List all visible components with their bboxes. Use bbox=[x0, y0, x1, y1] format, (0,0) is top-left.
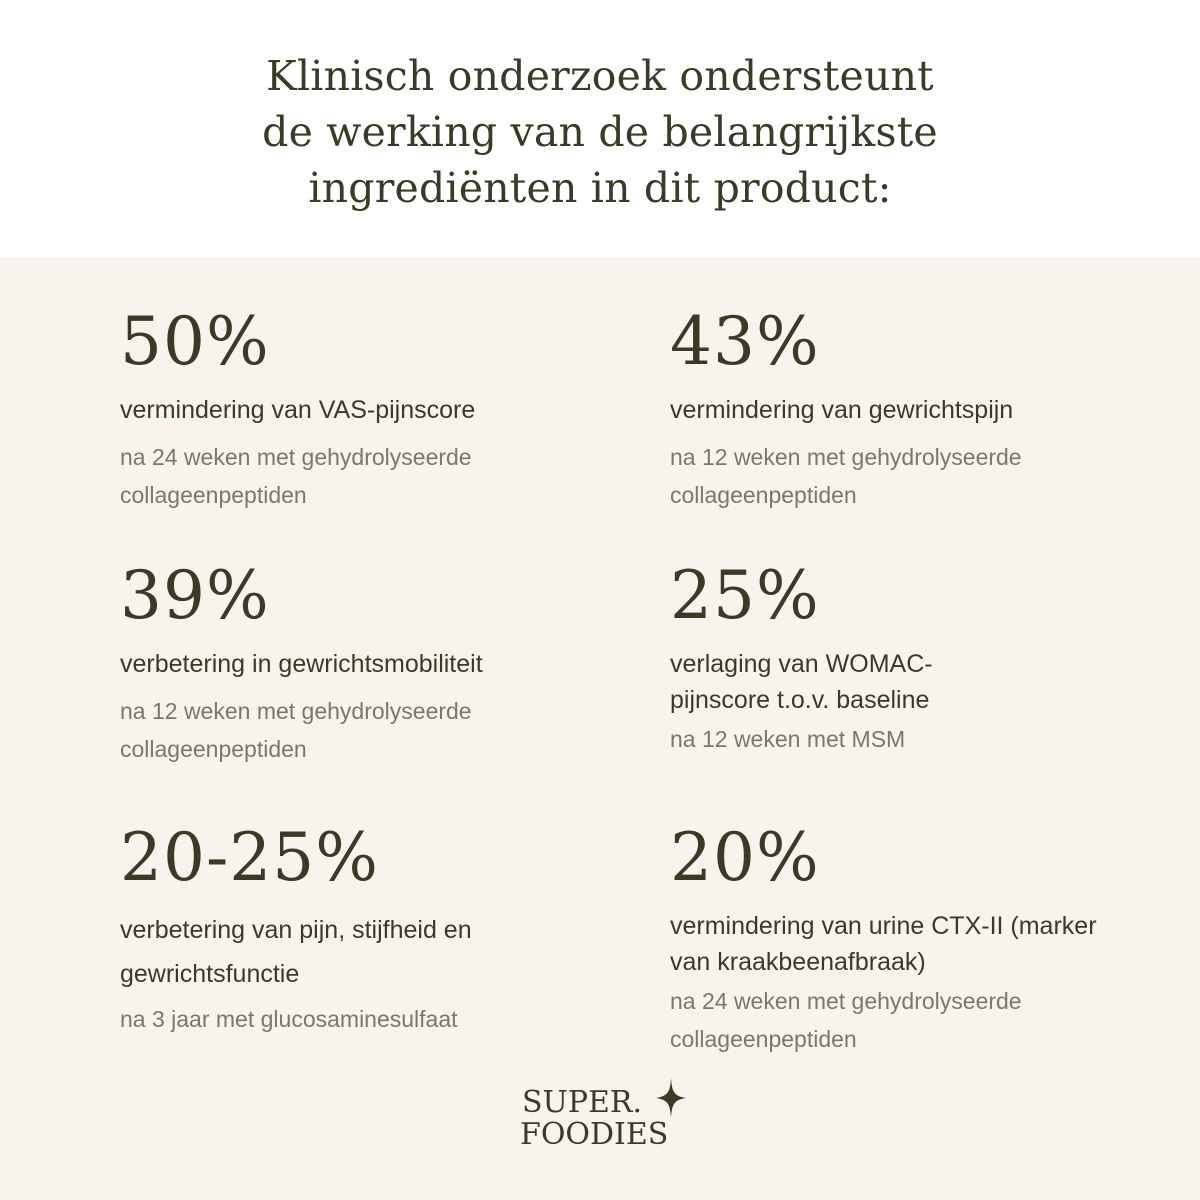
stat-card: 25% verlaging van WOMAC-pijnscore t.o.v.… bbox=[670, 556, 1030, 758]
logo-line-1: SUPER. bbox=[522, 1085, 643, 1120]
stats-panel bbox=[0, 258, 1200, 1200]
stat-description: verbetering in gewrichtsmobiliteit bbox=[120, 650, 483, 678]
stat-source: na 12 weken met gehydrolyseerde collagee… bbox=[120, 698, 472, 762]
title-line-3: ingrediënten in dit product: bbox=[308, 164, 892, 212]
page-title: Klinisch onderzoek ondersteunt de werkin… bbox=[100, 48, 1100, 216]
stat-value: 43% bbox=[670, 303, 820, 380]
title-line-2: de werking van de belangrijkste bbox=[262, 108, 938, 156]
logo-line-2: FOODIES bbox=[520, 1117, 669, 1152]
stat-description: vermindering van VAS-pijnscore bbox=[120, 396, 476, 424]
brand-logo: SUPER. FOODIES bbox=[520, 1078, 690, 1160]
stat-value: 25% bbox=[670, 557, 820, 634]
sparkle-star-icon bbox=[656, 1078, 686, 1118]
stat-description: verlaging van WOMAC-pijnscore t.o.v. bas… bbox=[670, 650, 933, 714]
stat-value: 20% bbox=[670, 819, 820, 896]
stat-description: vermindering van urine CTX-II (marker va… bbox=[670, 912, 1097, 976]
stat-card: 20% vermindering van urine CTX-II (marke… bbox=[670, 818, 1110, 1058]
stat-source: na 24 weken met gehydrolyseerde collagee… bbox=[120, 444, 472, 508]
stat-card: 39% verbetering in gewrichtsmobiliteit n… bbox=[120, 556, 590, 768]
stat-source: na 12 weken met MSM bbox=[670, 726, 906, 752]
stat-card: 50% vermindering van VAS-pijnscore na 24… bbox=[120, 302, 590, 514]
stat-source: na 24 weken met gehydrolyseerde collagee… bbox=[670, 988, 1022, 1052]
stat-value: 20-25% bbox=[120, 819, 379, 896]
stat-source: na 3 jaar met glucosaminesulfaat bbox=[120, 1006, 458, 1032]
stat-source: na 12 weken met gehydrolyseerde collagee… bbox=[670, 444, 1022, 508]
stat-description: vermindering van gewrichtspijn bbox=[670, 396, 1014, 424]
stat-card: 43% vermindering van gewrichtspijn na 12… bbox=[670, 302, 1140, 514]
stat-card: 20-25% verbetering van pijn, stijfheid e… bbox=[120, 818, 590, 1038]
stat-description: verbetering van pijn, stijfheid en gewri… bbox=[120, 916, 472, 988]
header-section: Klinisch onderzoek ondersteunt de werkin… bbox=[0, 0, 1200, 258]
stat-value: 50% bbox=[120, 303, 270, 380]
title-line-1: Klinisch onderzoek ondersteunt bbox=[266, 52, 934, 100]
stat-value: 39% bbox=[120, 557, 270, 634]
